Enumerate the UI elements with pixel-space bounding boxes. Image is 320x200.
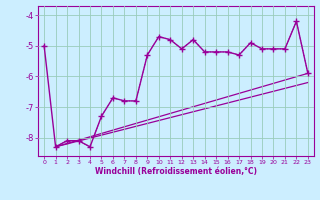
X-axis label: Windchill (Refroidissement éolien,°C): Windchill (Refroidissement éolien,°C) [95,167,257,176]
